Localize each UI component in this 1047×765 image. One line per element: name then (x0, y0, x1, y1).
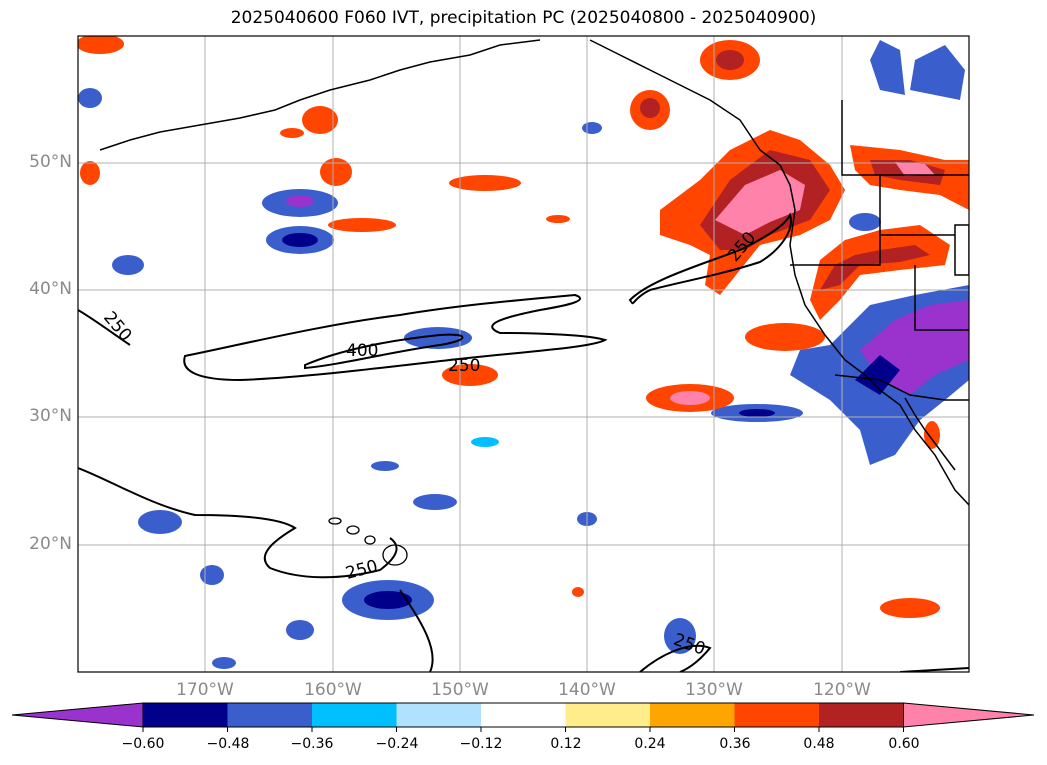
colorbar-segment (143, 703, 228, 727)
colorbar-label-neg048: −0.48 (206, 736, 250, 752)
colorbar-segment (819, 703, 904, 727)
lat-label-50: 50°N (29, 152, 72, 172)
ivt-contours (78, 212, 969, 672)
colorbar-segment (312, 703, 397, 727)
lat-label-40: 40°N (29, 279, 72, 299)
precip-positive-patches (78, 36, 969, 618)
colorbar-segment (481, 703, 566, 727)
coastlines (99, 39, 969, 506)
lat-label-20: 20°N (29, 534, 72, 554)
colorbar-label-pos024: 0.24 (634, 736, 666, 752)
colorbar-label-neg024: −0.24 (375, 736, 419, 752)
colorbar-segment (565, 703, 650, 727)
colorbar-label-pos012: 0.12 (550, 736, 582, 752)
map-title: 2025040600 F060 IVT, precipitation PC (2… (230, 8, 817, 28)
lon-label-160w: 160°W (304, 680, 362, 700)
lon-label-170w: 170°W (176, 680, 234, 700)
colorbar-extend-low (11, 702, 144, 728)
colorbar-label-neg012: −0.12 (459, 736, 503, 752)
colorbar-segment (396, 703, 481, 727)
colorbar-label-pos036: 0.36 (719, 736, 751, 752)
lon-label-150w: 150°W (431, 680, 489, 700)
contour-label-400: 400 (346, 341, 378, 361)
colorbar-segment (650, 703, 735, 727)
hawaii-islands (328, 517, 408, 566)
lon-label-130w: 130°W (685, 680, 743, 700)
colorbar-label-pos060: 0.60 (888, 736, 920, 752)
contour-label-250-center: 250 (448, 356, 480, 376)
colorbar-label-neg036: −0.36 (290, 736, 334, 752)
colorbar-extend-high (903, 702, 1035, 728)
colorbar-segment (734, 703, 819, 727)
colorbar (11, 702, 1035, 732)
graticule (78, 36, 969, 672)
lon-label-120w: 120°W (813, 680, 871, 700)
colorbar-label-neg060: −0.60 (121, 736, 165, 752)
lat-label-30: 30°N (29, 406, 72, 426)
lon-label-140w: 140°W (558, 680, 616, 700)
map-frame (77, 35, 970, 673)
colorbar-label-pos048: 0.48 (803, 736, 835, 752)
colorbar-segment (227, 703, 312, 727)
colorbar-frame (142, 702, 904, 728)
